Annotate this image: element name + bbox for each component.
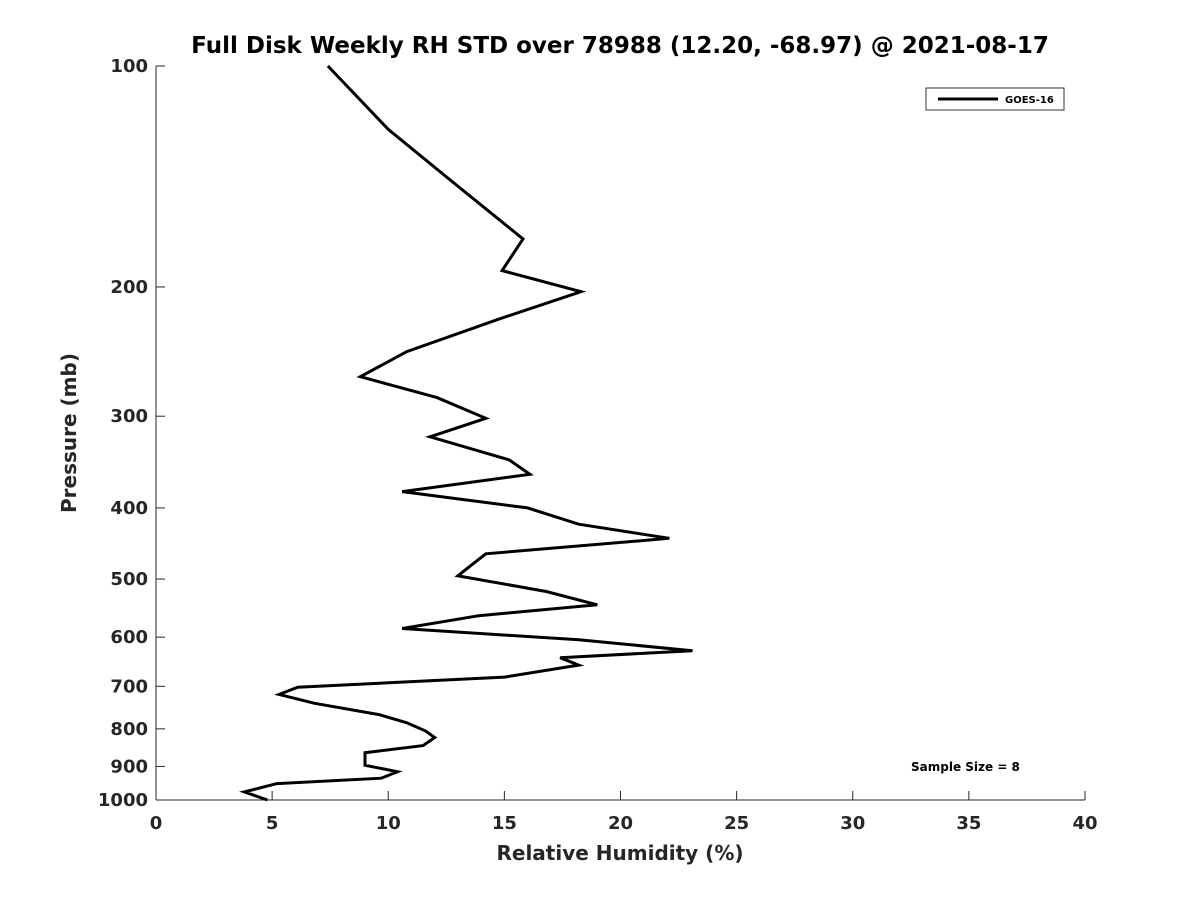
legend: GOES-16	[925, 87, 1065, 111]
y-tick-label: 400	[110, 498, 148, 519]
y-tick-label: 900	[110, 756, 148, 777]
x-axis-ticks: 0 5 10 15 20 25 30 35 40	[150, 791, 1098, 834]
y-tick-label: 700	[110, 676, 148, 697]
y-tick-label: 300	[110, 406, 148, 427]
x-tick-label: 5	[266, 813, 279, 834]
y-tick-label: 200	[110, 277, 148, 298]
chart-title: Full Disk Weekly RH STD over 78988 (12.2…	[191, 33, 1049, 59]
y-tick-label: 500	[110, 569, 148, 590]
x-tick-label: 35	[956, 813, 981, 834]
series-line-0	[239, 64, 693, 802]
y-axis-ticks: 100 200 300 400 500 600 700 800 900 1000	[98, 56, 165, 811]
y-tick-label: 1000	[98, 790, 148, 811]
y-tick-label: 100	[110, 56, 148, 77]
x-tick-label: 0	[150, 813, 163, 834]
x-tick-label: 30	[840, 813, 865, 834]
x-axis-label: Relative Humidity (%)	[496, 841, 743, 865]
x-tick-label: 25	[724, 813, 749, 834]
series-group	[239, 64, 693, 802]
x-tick-label: 40	[1072, 813, 1097, 834]
legend-label: GOES-16	[1005, 95, 1054, 106]
x-tick-label: 10	[376, 813, 401, 834]
y-tick-label: 800	[110, 719, 148, 740]
y-axis-label: Pressure (mb)	[57, 353, 81, 513]
x-tick-label: 20	[608, 813, 633, 834]
x-tick-label: 15	[492, 813, 517, 834]
y-tick-label: 600	[110, 627, 148, 648]
sample-size-annotation: Sample Size = 8	[911, 760, 1020, 774]
plot-area	[155, 66, 1085, 801]
